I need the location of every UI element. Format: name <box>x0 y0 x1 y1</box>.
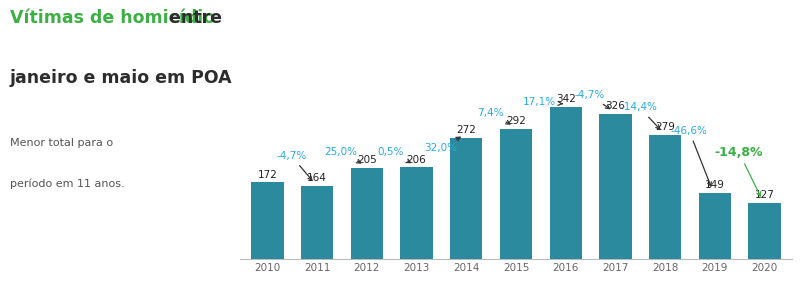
Bar <box>251 182 283 259</box>
Text: 279: 279 <box>655 122 675 132</box>
Text: 25,0%: 25,0% <box>325 147 361 163</box>
Text: período em 11 anos.: período em 11 anos. <box>10 179 124 189</box>
Bar <box>400 167 433 259</box>
Bar <box>301 186 334 259</box>
Text: 17,1%: 17,1% <box>523 97 562 107</box>
Bar <box>749 202 781 259</box>
Bar <box>550 107 582 259</box>
Text: -14,4%: -14,4% <box>621 103 660 129</box>
Text: -14,8%: -14,8% <box>714 145 763 196</box>
Text: 272: 272 <box>456 125 476 135</box>
Text: 127: 127 <box>754 190 774 200</box>
Text: 326: 326 <box>606 101 626 111</box>
Text: 149: 149 <box>705 180 725 190</box>
Bar <box>698 193 731 259</box>
Text: -4,7%: -4,7% <box>574 90 610 109</box>
Text: 164: 164 <box>307 173 327 183</box>
Text: janeiro e maio em POA: janeiro e maio em POA <box>10 69 232 87</box>
Text: 205: 205 <box>357 155 377 165</box>
Text: 172: 172 <box>258 170 278 180</box>
Text: -4,7%: -4,7% <box>276 151 312 180</box>
Bar <box>599 114 632 259</box>
Text: 0,5%: 0,5% <box>378 147 410 163</box>
Text: entre: entre <box>163 9 222 27</box>
Bar <box>450 138 482 259</box>
Bar <box>649 135 682 259</box>
Bar <box>500 129 532 259</box>
Bar <box>350 168 383 259</box>
Text: 32,0%: 32,0% <box>424 137 460 154</box>
Text: 292: 292 <box>506 116 526 126</box>
Text: Vítimas de homicídio: Vítimas de homicídio <box>10 9 214 27</box>
Text: -46,6%: -46,6% <box>670 126 711 186</box>
Text: 206: 206 <box>406 155 426 164</box>
Text: Menor total para o: Menor total para o <box>10 138 113 148</box>
Text: 7,4%: 7,4% <box>477 108 510 124</box>
Text: 342: 342 <box>556 94 576 104</box>
